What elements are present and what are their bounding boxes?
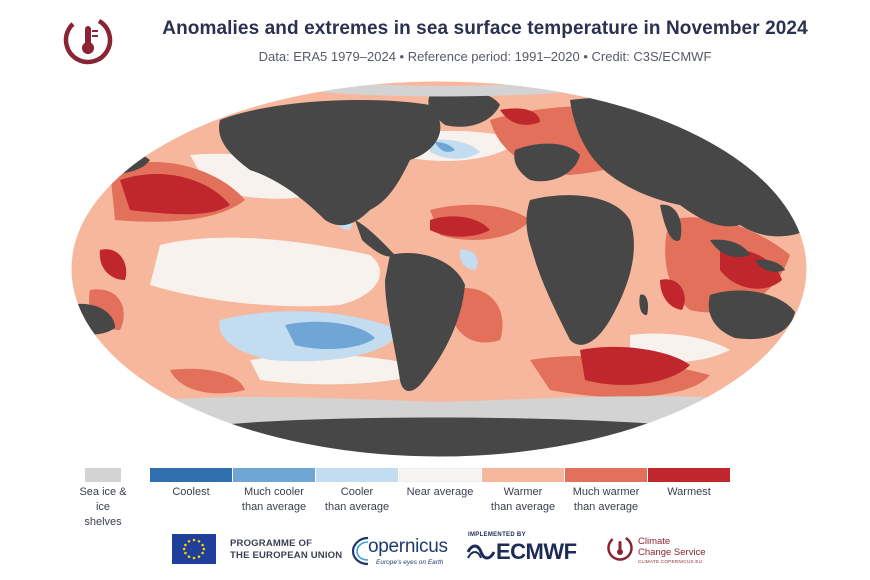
implemented-by-label: IMPLEMENTED BY [468,532,526,538]
legend-item-much-cooler: Much cooler than average [233,468,315,515]
legend-item-sea-ice: Sea ice & ice shelves [76,468,130,530]
legend-swatch [150,468,232,482]
copernicus-wordmark: opernicus [368,536,448,557]
c3s-line: Change Service [638,547,706,558]
c3s-name: Climate Change Service [638,536,706,558]
legend-swatch [233,468,315,482]
legend-label: Much warmer than average [572,486,640,513]
legend-label: Cooler than average [324,486,390,513]
map-outline [70,80,808,458]
legend-swatch [648,468,730,482]
legend-item-coolest: Coolest [150,468,232,500]
legend-label: Near average [406,486,474,498]
page-subtitle: Data: ERA5 1979–2024 • Reference period:… [258,49,712,64]
page-title: Anomalies and extremes in sea surface te… [162,18,808,39]
legend-item-much-warmer: Much warmer than average [565,468,647,515]
legend-label: Coolest [172,486,210,498]
legend-label: Sea ice & ice shelves [79,486,127,528]
c3s-logo-icon [607,535,633,561]
ecmwf-wordmark: ECMWF [496,539,577,564]
legend-item-cooler: Cooler than average [316,468,398,515]
legend-swatch [399,468,481,482]
ecmwf-wave-icon [466,544,496,560]
legend-swatch [565,468,647,482]
legend-swatch [482,468,564,482]
copernicus-tagline: Europe's eyes on Earth [376,559,444,566]
arctic-ice [320,81,570,97]
copernicus-logo-icon [351,536,369,566]
sea-surface-temperature-map [70,80,808,458]
legend-swatch [316,468,398,482]
legend-item-warmer: Warmer than average [482,468,564,515]
legend-swatch [85,468,121,482]
eu-text-line: PROGRAMME OF [230,538,313,549]
eu-programme-text: PROGRAMME OF THE EUROPEAN UNION [230,538,342,562]
legend-label: Warmest [667,486,711,498]
legend-item-warmest: Warmest [648,468,730,500]
eu-flag-icon [172,534,216,564]
c3s-thermometer-logo-icon [63,15,113,65]
legend: Sea ice & ice shelves Coolest Much coole… [70,468,810,528]
c3s-url: CLIMATE.COPERNICUS.EU [638,559,703,564]
c3s-line: Climate [638,536,671,547]
footer-logos: PROGRAMME OF THE EUROPEAN UNION opernicu… [0,526,870,576]
eu-text-line: THE EUROPEAN UNION [230,550,343,561]
legend-item-near-average: Near average [399,468,481,500]
legend-label: Much cooler than average [241,486,307,513]
legend-label: Warmer than average [490,486,556,513]
